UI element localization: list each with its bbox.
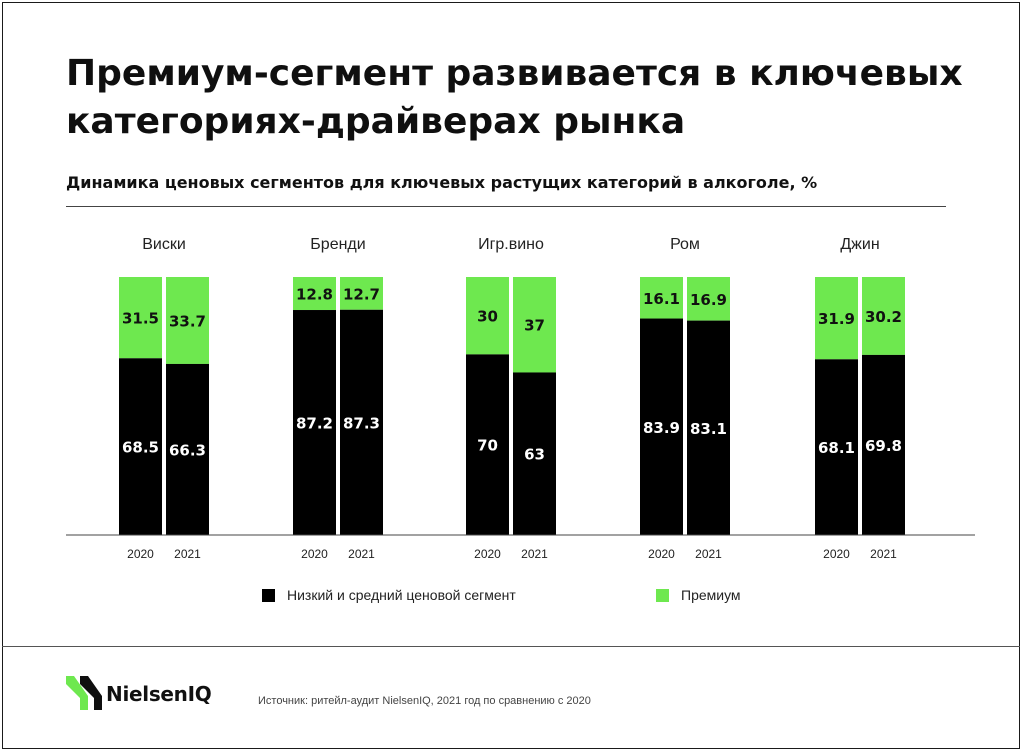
nielseniq-logo-icon (66, 676, 102, 710)
data-label-low-mid: 83.1 (690, 420, 727, 438)
data-label-premium: 16.9 (690, 291, 727, 309)
data-label-low-mid: 83.9 (643, 419, 680, 437)
legend-label-low-mid: Низкий и средний ценовой сегмент (287, 587, 516, 603)
data-label-premium: 37 (524, 317, 545, 335)
data-label-low-mid: 70 (477, 437, 498, 455)
legend-item-premium: Премиум (656, 587, 741, 603)
bar-segment-premium (640, 277, 683, 319)
bar-segment-premium (119, 277, 162, 359)
header-divider (66, 206, 946, 207)
category-label: Бренди (310, 236, 365, 253)
stacked-bar-chart: Виски 31.5 68.5 2020 33.7 66.3 2021 Бренди 12.8 8… (66, 236, 975, 561)
bar-segment-premium (513, 277, 556, 373)
page-title: Премиум-сегмент развивается в ключевых к… (66, 53, 963, 142)
x-tick-label: 2021 (348, 547, 375, 561)
bar-segment-premium (815, 277, 858, 360)
x-tick-label: 2021 (695, 547, 722, 561)
bar-segment-low-mid (340, 309, 383, 535)
category-label: Виски (142, 236, 186, 253)
x-tick-label: 2020 (301, 547, 328, 561)
bar-segment-low-mid (640, 318, 683, 535)
bar-segment-low-mid (513, 372, 556, 535)
data-label-low-mid: 87.3 (343, 414, 380, 432)
data-label-low-mid: 66.3 (169, 441, 206, 459)
data-label-premium: 31.5 (122, 310, 159, 328)
x-tick-label: 2020 (127, 547, 154, 561)
source-note: Источник: ритейл-аудит NielsenIQ, 2021 г… (258, 695, 591, 707)
nielseniq-logo: NielsenIQ (66, 676, 212, 712)
bar-segment-premium (862, 277, 905, 355)
legend-label-premium: Премиум (681, 587, 741, 603)
bar-segment-low-mid (119, 358, 162, 535)
data-label-premium: 16.1 (643, 290, 680, 308)
bar-segment-premium (293, 277, 336, 311)
footer-divider (2, 646, 1020, 647)
x-tick-label: 2021 (521, 547, 548, 561)
bar-segment-premium (340, 277, 383, 310)
legend-item-low-mid: Низкий и средний ценовой сегмент (262, 587, 516, 603)
bar-segment-premium (166, 277, 209, 364)
category-label: Игр.вино (478, 236, 544, 253)
data-label-premium: 30.2 (865, 308, 902, 326)
data-label-premium: 30 (477, 308, 498, 326)
bar-segment-low-mid (466, 354, 509, 535)
bar-segment-low-mid (166, 363, 209, 535)
data-label-premium: 31.9 (818, 310, 855, 328)
logo-text: NielsenIQ (106, 682, 212, 706)
data-label-low-mid: 63 (524, 446, 545, 464)
bar-segment-low-mid (862, 354, 905, 535)
bar-segment-low-mid (687, 320, 730, 535)
x-tick-label: 2020 (474, 547, 501, 561)
category-label: Джин (840, 236, 879, 253)
x-tick-label: 2020 (823, 547, 850, 561)
bar-segment-premium (466, 277, 509, 355)
legend-swatch-low-mid (262, 588, 275, 602)
data-label-low-mid: 68.5 (122, 439, 159, 457)
data-label-low-mid: 68.1 (818, 439, 855, 457)
bar-segment-premium (687, 277, 730, 321)
data-label-premium: 12.7 (343, 285, 380, 303)
bar-segment-low-mid (293, 310, 336, 535)
data-label-low-mid: 87.2 (296, 415, 333, 433)
legend-swatch-premium (656, 588, 669, 602)
x-tick-label: 2021 (870, 547, 897, 561)
chart-subtitle: Динамика ценовых сегментов для ключевых … (66, 173, 818, 192)
data-label-premium: 12.8 (296, 286, 333, 304)
data-label-low-mid: 69.8 (865, 437, 902, 455)
category-label: Ром (670, 236, 700, 253)
bar-segment-low-mid (815, 359, 858, 535)
data-label-premium: 33.7 (169, 312, 206, 330)
x-tick-label: 2020 (648, 547, 675, 561)
x-tick-label: 2021 (174, 547, 201, 561)
